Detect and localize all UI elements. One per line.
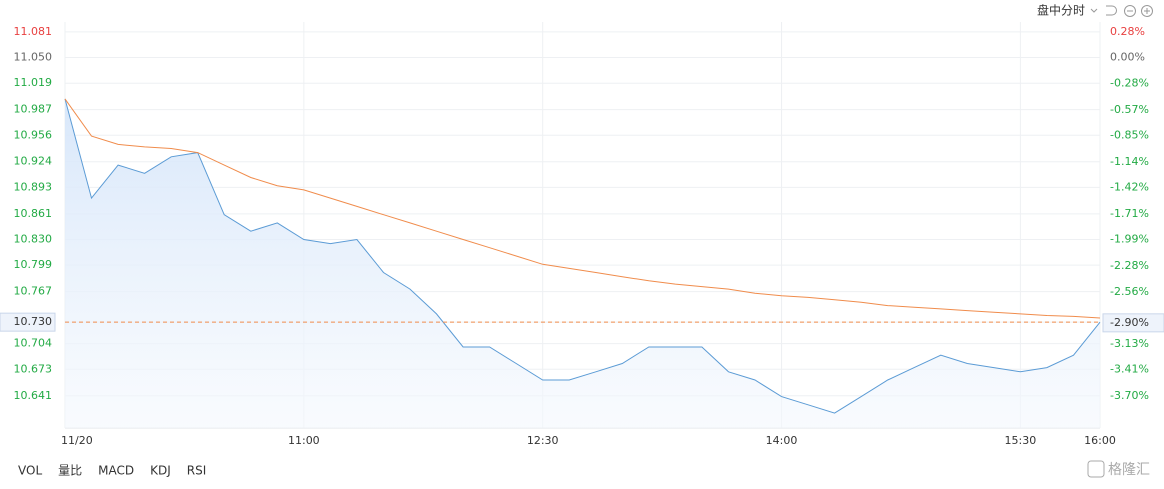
price-line (64, 98, 1101, 414)
y2-tick-label: -3.13% (1110, 337, 1149, 350)
y2-tick-label: -3.70% (1110, 389, 1149, 402)
average-line (64, 98, 1101, 319)
zoom-in[interactable] (1141, 5, 1153, 17)
y-tick-label: 10.893 (14, 180, 53, 193)
indicator-tabs: VOL 量比 MACD KDJ RSI (18, 464, 206, 478)
y2-tick-label: -1.42% (1110, 181, 1149, 194)
watermark: 格隆汇 (1108, 462, 1150, 478)
y-tick-label: 10.799 (14, 258, 53, 271)
x-tick-label: 15:30 (1005, 434, 1037, 447)
y-tick-label: 10.704 (14, 337, 53, 350)
y-tick-label: 10.730 (14, 315, 53, 328)
y-tick-label: 11.081 (14, 25, 53, 38)
y2-tick-label: -1.14% (1110, 155, 1149, 168)
indicator-tab[interactable]: VOL (18, 464, 42, 478)
y2-tick-label: -0.85% (1110, 128, 1149, 141)
y2-tick-label: -0.57% (1110, 103, 1149, 116)
y2-tick-label: -3.41% (1110, 362, 1149, 375)
zoom-out[interactable] (1124, 5, 1136, 17)
y-tick-label: 10.861 (14, 207, 53, 220)
y2-tick-highlight (1102, 313, 1164, 333)
indicator-tab[interactable]: MACD (98, 464, 134, 478)
y-tick-label: 10.673 (14, 362, 53, 375)
y2-tick-label: -1.99% (1110, 233, 1149, 246)
y2-tick-label: -2.28% (1110, 259, 1149, 272)
indicator-tab[interactable]: KDJ (150, 464, 171, 478)
y2-tick-label: 0.28% (1110, 25, 1145, 38)
y-tick-label: 11.019 (14, 76, 53, 89)
price-area (65, 98, 1100, 429)
x-tick-label: 11/20 (61, 434, 93, 447)
y-tick-label: 10.641 (14, 389, 53, 402)
y-tick-label: 11.050 (14, 51, 53, 64)
x-tick-label: 14:00 (766, 434, 798, 447)
data-layer (64, 98, 1101, 429)
y2-tick-label: 0.00% (1110, 51, 1145, 64)
y2-tick-label: -1.71% (1110, 207, 1149, 220)
label-layer: 11.081 11.050 11.019 10.987 10.956 10.924 10.8… (0, 25, 1164, 447)
y2-tick-label: -2.90% (1110, 316, 1149, 329)
mode-selector[interactable]: 盘中分时 (1037, 3, 1085, 18)
indicator-tab[interactable]: RSI (187, 464, 207, 478)
zoom-in-sign (1144, 8, 1150, 14)
x-tick-label: 16:00 (1084, 434, 1116, 447)
x-tick-label: 12:30 (527, 434, 559, 447)
y-tick-label: 10.924 (14, 155, 53, 168)
y-tick-highlight (0, 312, 56, 332)
x-tick-label: 11:00 (288, 434, 320, 447)
y-tick-label: 10.767 (14, 285, 53, 298)
dropdown-arrow[interactable] (1090, 8, 1098, 13)
indicator-tab[interactable]: 量比 (58, 464, 82, 478)
y-tick-label: 10.987 (14, 103, 53, 116)
y-tick-label: 10.956 (14, 128, 53, 141)
y2-tick-label: -0.28% (1110, 76, 1149, 89)
watermark-logo (1087, 460, 1105, 478)
reset-icon[interactable] (1106, 5, 1117, 16)
y2-tick-label: -2.56% (1110, 285, 1149, 298)
y-tick-label: 10.830 (14, 232, 53, 245)
